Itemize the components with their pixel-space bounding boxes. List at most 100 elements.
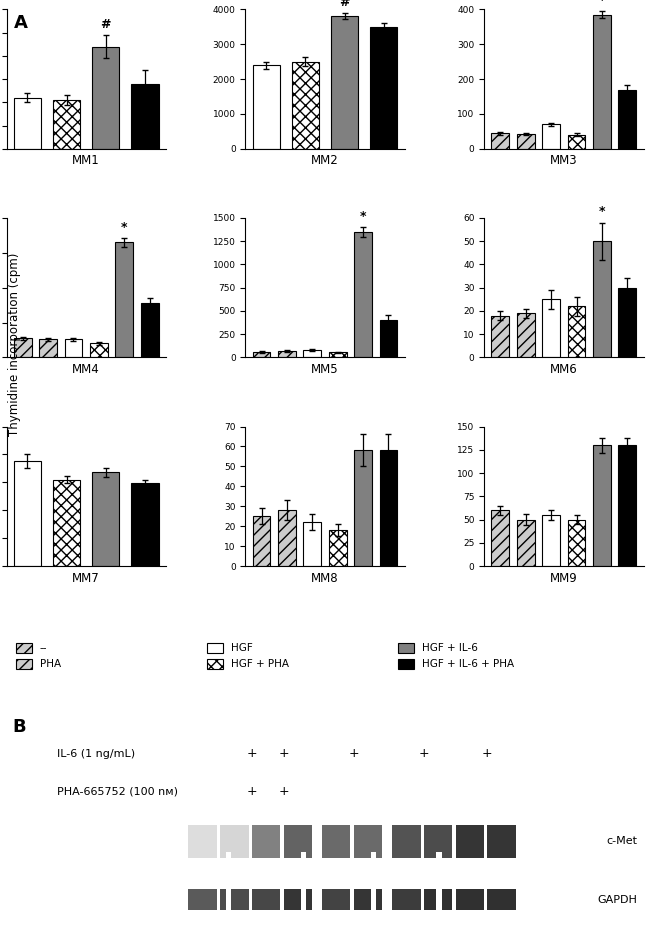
Bar <box>92 472 120 566</box>
Bar <box>517 520 535 566</box>
X-axis label: MM7: MM7 <box>72 572 100 585</box>
Bar <box>304 523 321 566</box>
FancyBboxPatch shape <box>354 825 382 858</box>
Bar <box>491 315 509 357</box>
Bar <box>131 84 159 149</box>
Bar <box>593 445 611 566</box>
Text: *: * <box>121 221 127 234</box>
FancyBboxPatch shape <box>220 825 248 858</box>
FancyBboxPatch shape <box>456 889 484 910</box>
X-axis label: MM4: MM4 <box>72 363 100 376</box>
Text: +: + <box>419 748 429 761</box>
FancyBboxPatch shape <box>283 889 312 910</box>
Bar <box>14 461 41 566</box>
Bar <box>542 515 560 566</box>
X-axis label: MM1: MM1 <box>72 154 100 167</box>
Bar <box>380 320 397 357</box>
Bar <box>329 352 346 357</box>
Bar <box>567 306 586 357</box>
FancyBboxPatch shape <box>188 825 216 858</box>
Text: +: + <box>482 748 493 761</box>
Text: #: # <box>101 18 111 31</box>
Bar <box>619 287 636 357</box>
Bar <box>141 303 159 357</box>
Bar <box>491 511 509 566</box>
FancyBboxPatch shape <box>488 825 516 858</box>
Text: *: * <box>360 210 367 223</box>
Bar <box>14 98 41 149</box>
Bar <box>53 480 80 566</box>
Bar <box>329 530 346 566</box>
FancyBboxPatch shape <box>252 889 280 910</box>
Bar <box>131 484 159 566</box>
Text: +: + <box>348 748 359 761</box>
FancyBboxPatch shape <box>354 889 382 910</box>
Text: PHA-665752 (100 nм): PHA-665752 (100 nм) <box>57 787 179 796</box>
Bar <box>619 445 636 566</box>
Bar <box>331 17 358 149</box>
Bar <box>619 89 636 149</box>
FancyBboxPatch shape <box>301 852 306 914</box>
Text: GAPDH: GAPDH <box>597 895 637 905</box>
Text: B: B <box>13 718 27 737</box>
X-axis label: MM6: MM6 <box>550 363 578 376</box>
FancyBboxPatch shape <box>226 852 231 914</box>
Text: #: # <box>339 0 350 9</box>
Bar <box>253 65 280 149</box>
Bar <box>354 232 372 357</box>
Text: Thymidine incorporation (cpm): Thymidine incorporation (cpm) <box>8 252 21 436</box>
X-axis label: MM8: MM8 <box>311 572 339 585</box>
FancyBboxPatch shape <box>220 889 248 910</box>
Bar <box>593 241 611 357</box>
FancyBboxPatch shape <box>283 825 312 858</box>
Bar <box>542 125 560 149</box>
Bar <box>14 339 31 357</box>
Text: A: A <box>14 14 28 32</box>
Text: +: + <box>278 785 289 798</box>
Text: IL-6 (1 ng/mL): IL-6 (1 ng/mL) <box>57 749 136 759</box>
Bar <box>115 243 133 357</box>
FancyBboxPatch shape <box>456 825 484 858</box>
X-axis label: MM9: MM9 <box>550 572 578 585</box>
FancyBboxPatch shape <box>424 889 452 910</box>
Bar <box>253 516 270 566</box>
FancyBboxPatch shape <box>488 889 516 910</box>
Bar <box>64 339 83 357</box>
FancyBboxPatch shape <box>437 852 441 914</box>
Bar <box>253 352 270 357</box>
Bar <box>278 351 296 357</box>
Bar <box>517 134 535 149</box>
FancyBboxPatch shape <box>392 889 421 910</box>
X-axis label: MM2: MM2 <box>311 154 339 167</box>
FancyBboxPatch shape <box>424 825 452 858</box>
X-axis label: MM3: MM3 <box>550 154 578 167</box>
Bar <box>354 450 372 566</box>
Bar <box>278 511 296 566</box>
Text: +: + <box>246 748 257 761</box>
Bar <box>491 133 509 149</box>
FancyBboxPatch shape <box>188 889 216 910</box>
FancyBboxPatch shape <box>252 825 280 858</box>
Text: c-Met: c-Met <box>606 836 637 846</box>
Bar <box>39 339 57 357</box>
Bar <box>593 15 611 149</box>
Bar <box>53 100 80 149</box>
Bar <box>370 27 397 149</box>
FancyBboxPatch shape <box>322 825 350 858</box>
Legend: HGF + IL-6, HGF + IL-6 + PHA: HGF + IL-6, HGF + IL-6 + PHA <box>394 639 518 673</box>
Bar <box>292 61 319 149</box>
Text: +: + <box>278 748 289 761</box>
FancyBboxPatch shape <box>322 889 350 910</box>
Text: *: * <box>599 206 605 219</box>
Bar <box>517 313 535 357</box>
Bar <box>304 350 321 357</box>
Bar <box>567 135 586 149</box>
FancyBboxPatch shape <box>392 825 421 858</box>
Bar <box>380 450 397 566</box>
FancyBboxPatch shape <box>371 852 376 914</box>
Bar <box>90 343 108 357</box>
Bar <box>567 520 586 566</box>
Bar <box>92 46 120 149</box>
Text: +: + <box>246 785 257 798</box>
Text: *: * <box>599 0 605 7</box>
